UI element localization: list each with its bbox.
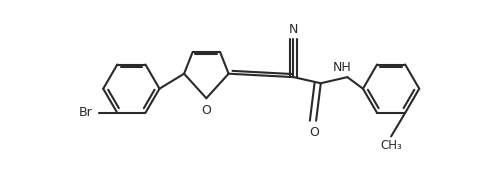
Text: CH₃: CH₃ [380, 139, 402, 152]
Text: Br: Br [79, 106, 93, 119]
Text: O: O [309, 126, 319, 139]
Text: NH: NH [333, 61, 351, 74]
Text: O: O [202, 104, 211, 117]
Text: N: N [289, 23, 298, 36]
